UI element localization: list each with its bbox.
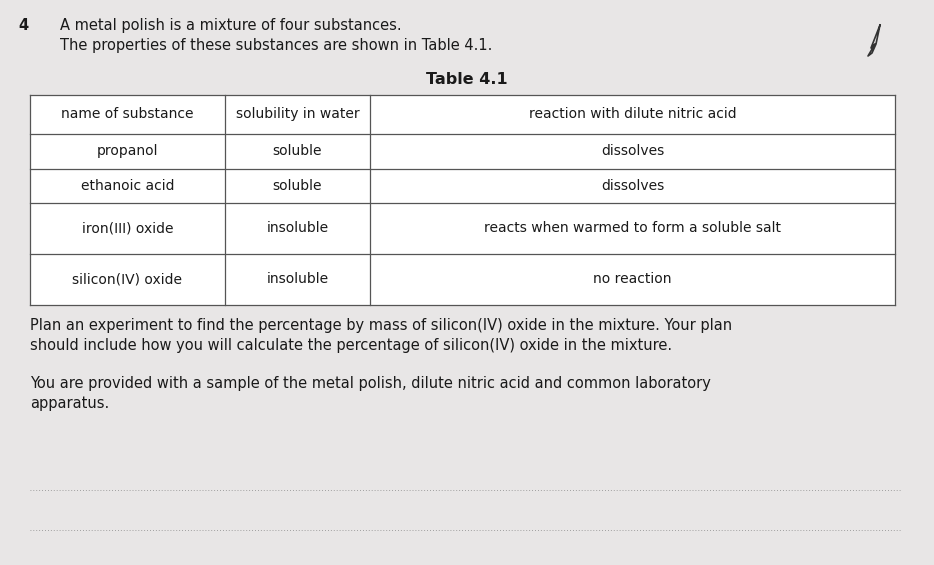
Text: insoluble: insoluble xyxy=(266,221,329,236)
Text: dissolves: dissolves xyxy=(601,144,664,158)
Text: name of substance: name of substance xyxy=(62,107,193,121)
Text: dissolves: dissolves xyxy=(601,179,664,193)
Text: insoluble: insoluble xyxy=(266,272,329,286)
Text: 4: 4 xyxy=(18,18,28,33)
Text: A metal polish is a mixture of four substances.: A metal polish is a mixture of four subs… xyxy=(60,18,402,33)
Text: soluble: soluble xyxy=(273,144,322,158)
Text: The properties of these substances are shown in Table 4.1.: The properties of these substances are s… xyxy=(60,38,492,53)
Bar xyxy=(30,95,895,305)
Text: Table 4.1: Table 4.1 xyxy=(426,72,508,87)
Text: reaction with dilute nitric acid: reaction with dilute nitric acid xyxy=(529,107,736,121)
Text: silicon(IV) oxide: silicon(IV) oxide xyxy=(73,272,182,286)
Text: ethanoic acid: ethanoic acid xyxy=(80,179,175,193)
Text: Plan an experiment to find the percentage by mass of silicon(IV) oxide in the mi: Plan an experiment to find the percentag… xyxy=(30,318,732,333)
Text: should include how you will calculate the percentage of silicon(IV) oxide in the: should include how you will calculate th… xyxy=(30,338,672,353)
Text: propanol: propanol xyxy=(97,144,158,158)
Text: apparatus.: apparatus. xyxy=(30,396,109,411)
Text: iron(III) oxide: iron(III) oxide xyxy=(82,221,173,236)
Text: reacts when warmed to form a soluble salt: reacts when warmed to form a soluble sal… xyxy=(484,221,781,236)
Text: solubility in water: solubility in water xyxy=(235,107,360,121)
Text: no reaction: no reaction xyxy=(593,272,672,286)
Text: You are provided with a sample of the metal polish, dilute nitric acid and commo: You are provided with a sample of the me… xyxy=(30,376,711,391)
Text: soluble: soluble xyxy=(273,179,322,193)
